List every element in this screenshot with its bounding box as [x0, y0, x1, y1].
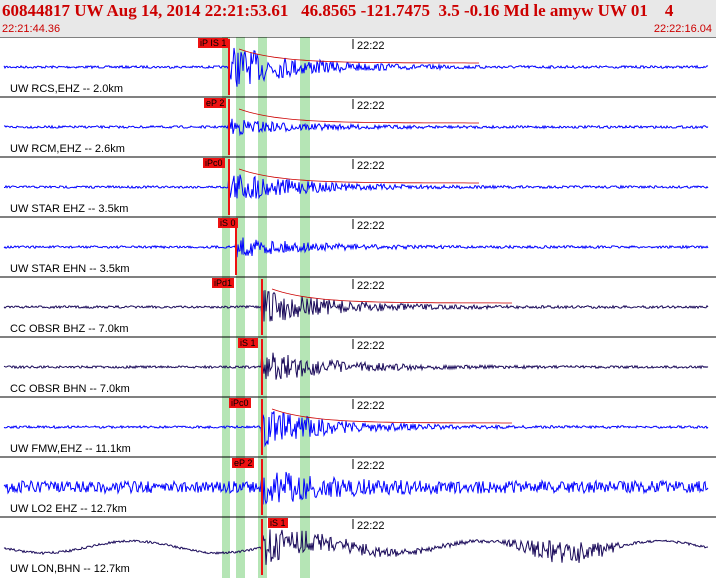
- pick-label[interactable]: iPc0: [229, 398, 251, 408]
- pick-label[interactable]: eP 2: [232, 458, 255, 468]
- pick-label[interactable]: iPc0: [203, 158, 225, 168]
- pick-window-band: [300, 37, 310, 578]
- minute-time-label: 22:22: [357, 160, 385, 172]
- waveform-canvas[interactable]: [0, 37, 716, 578]
- pick-label[interactable]: iS 1: [238, 338, 258, 348]
- minute-time-label: 22:22: [357, 100, 385, 112]
- minute-time-label: 22:22: [357, 40, 385, 52]
- pick-label[interactable]: iP IS 1: [198, 38, 229, 48]
- event-header: 60844817 UW Aug 14, 2014 22:21:53.61 46.…: [0, 0, 716, 37]
- waveform-trace: [3, 237, 709, 258]
- coda-fit-curve: [238, 108, 479, 124]
- window-end-time: 22:22:16.04: [653, 23, 712, 35]
- pick-label[interactable]: iS 1: [268, 518, 288, 528]
- waveform-trace: [3, 411, 709, 448]
- pick-label[interactable]: iS 0: [218, 218, 238, 228]
- minute-time-label: 22:22: [357, 400, 385, 412]
- waveform-trace: [3, 529, 709, 565]
- coda-fit-curve: [238, 48, 479, 64]
- pick-label[interactable]: iPd1: [212, 278, 235, 288]
- minute-time-label: 22:22: [357, 220, 385, 232]
- trace-label: CC OBSR BHN -- 7.0km: [10, 383, 130, 395]
- waveform-trace: [3, 118, 709, 137]
- coda-fit-curve: [271, 288, 512, 304]
- minute-time-label: 22:22: [357, 520, 385, 532]
- waveform-trace: [3, 471, 709, 505]
- window-start-time: 22:21:44.36: [2, 23, 61, 35]
- trace-label: CC OBSR BHZ -- 7.0km: [10, 323, 129, 335]
- trace-label: UW LO2 EHZ -- 12.7km: [10, 503, 127, 515]
- waveform-trace: [3, 350, 709, 380]
- minute-time-label: 22:22: [357, 340, 385, 352]
- pick-window-band: [236, 37, 245, 578]
- trace-label: UW STAR EHN -- 3.5km: [10, 263, 130, 275]
- pick-label[interactable]: eP 2: [204, 98, 227, 108]
- minute-time-label: 22:22: [357, 460, 385, 472]
- minute-time-label: 22:22: [357, 280, 385, 292]
- coda-fit-curve: [271, 408, 512, 424]
- trace-label: UW RCM,EHZ -- 2.6km: [10, 143, 125, 155]
- waveform-trace: [4, 173, 709, 200]
- coda-fit-curve: [238, 168, 479, 184]
- trace-label: UW STAR EHZ -- 3.5km: [10, 203, 129, 215]
- event-title: 60844817 UW Aug 14, 2014 22:21:53.61 46.…: [2, 1, 674, 20]
- trace-label: UW LON,BHN -- 12.7km: [10, 563, 130, 575]
- trace-label: UW RCS,EHZ -- 2.0km: [10, 83, 124, 95]
- waveform-trace: [3, 290, 709, 322]
- trace-label: UW FMW,EHZ -- 11.1km: [10, 443, 131, 455]
- waveform-trace: [3, 47, 709, 87]
- pick-window-band: [222, 37, 230, 578]
